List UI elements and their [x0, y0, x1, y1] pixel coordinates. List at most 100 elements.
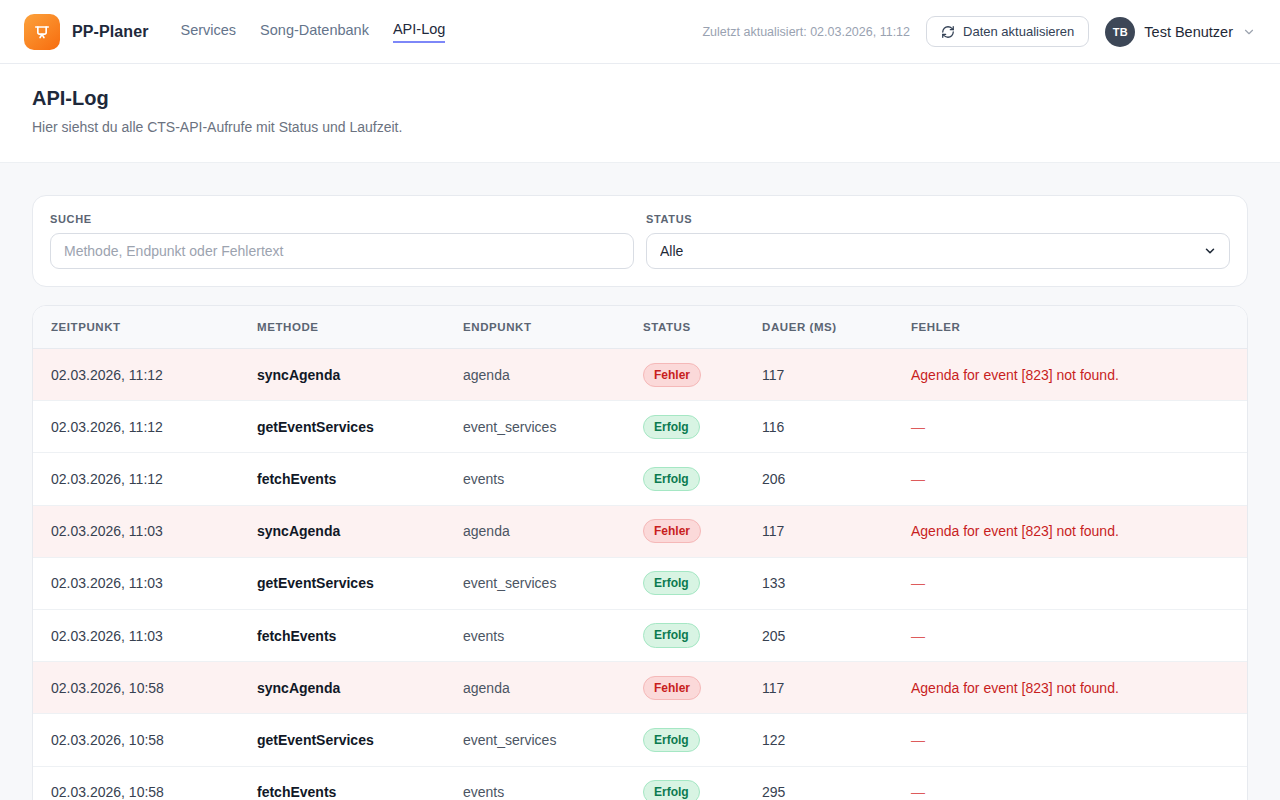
cell-zeitpunkt: 02.03.2026, 10:58 [33, 662, 241, 714]
cell-fehler: — [895, 766, 1247, 800]
cell-endpunkt: event_services [447, 557, 627, 609]
user-name: Test Benutzer [1144, 24, 1233, 40]
page-header: API-Log Hier siehst du alle CTS-API-Aufr… [0, 64, 1280, 163]
col-header-zeitpunkt: ZEITPUNKT [33, 306, 241, 349]
col-header-status: STATUS [627, 306, 746, 349]
cell-methode: getEventServices [241, 714, 447, 766]
filter-card: SUCHE STATUS Alle [32, 195, 1248, 287]
status-badge: Erfolg [643, 415, 700, 439]
table-row: 02.03.2026, 10:58 fetchEvents events Erf… [33, 766, 1247, 800]
status-badge: Erfolg [643, 571, 700, 595]
cell-dauer: 116 [746, 401, 895, 453]
cell-fehler: — [895, 453, 1247, 505]
cell-status: Erfolg [627, 714, 746, 766]
cell-methode: syncAgenda [241, 349, 447, 401]
cell-fehler: — [895, 714, 1247, 766]
cell-zeitpunkt: 02.03.2026, 11:12 [33, 349, 241, 401]
nav-item-api-log[interactable]: API-Log [393, 21, 445, 43]
top-navbar: PP-Planer Services Song-Datenbank API-Lo… [0, 0, 1280, 64]
brand-title: PP-Planer [72, 23, 149, 41]
status-badge: Fehler [643, 363, 701, 387]
cell-status: Erfolg [627, 401, 746, 453]
refresh-data-button[interactable]: Daten aktualisieren [926, 16, 1089, 47]
cell-status: Fehler [627, 505, 746, 557]
table-row: 02.03.2026, 11:03 fetchEvents events Erf… [33, 609, 1247, 661]
projector-screen-icon [32, 22, 52, 42]
cell-zeitpunkt: 02.03.2026, 11:03 [33, 609, 241, 661]
page-subtitle: Hier siehst du alle CTS-API-Aufrufe mit … [32, 119, 1248, 135]
cell-fehler: Agenda for event [823] not found. [895, 505, 1247, 557]
cell-endpunkt: agenda [447, 662, 627, 714]
table-row: 02.03.2026, 11:03 syncAgenda agenda Fehl… [33, 505, 1247, 557]
refresh-button-label: Daten aktualisieren [963, 24, 1074, 39]
status-field-group: STATUS Alle [646, 213, 1230, 269]
api-log-table-card: ZEITPUNKT METHODE ENDPUNKT STATUS DAUER … [32, 305, 1248, 800]
cell-endpunkt: agenda [447, 349, 627, 401]
cell-zeitpunkt: 02.03.2026, 11:12 [33, 401, 241, 453]
cell-dauer: 117 [746, 349, 895, 401]
table-row: 02.03.2026, 10:58 syncAgenda agenda Fehl… [33, 662, 1247, 714]
api-log-table: ZEITPUNKT METHODE ENDPUNKT STATUS DAUER … [33, 306, 1247, 800]
search-label: SUCHE [50, 213, 634, 225]
nav-item-song-datenbank[interactable]: Song-Datenbank [260, 22, 369, 42]
status-badge: Erfolg [643, 467, 700, 491]
avatar: TB [1105, 17, 1135, 47]
api-log-table-body: 02.03.2026, 11:12 syncAgenda agenda Fehl… [33, 349, 1247, 800]
main-content: SUCHE STATUS Alle [0, 163, 1280, 800]
cell-methode: fetchEvents [241, 453, 447, 505]
cell-dauer: 295 [746, 766, 895, 800]
cell-endpunkt: agenda [447, 505, 627, 557]
cell-fehler: Agenda for event [823] not found. [895, 662, 1247, 714]
cell-methode: syncAgenda [241, 662, 447, 714]
cell-status: Erfolg [627, 453, 746, 505]
cell-endpunkt: events [447, 766, 627, 800]
cell-dauer: 117 [746, 505, 895, 557]
user-menu[interactable]: TB Test Benutzer [1105, 17, 1256, 47]
cell-status: Erfolg [627, 609, 746, 661]
cell-dauer: 122 [746, 714, 895, 766]
cell-status: Fehler [627, 349, 746, 401]
col-header-methode: METHODE [241, 306, 447, 349]
cell-endpunkt: events [447, 453, 627, 505]
cell-endpunkt: event_services [447, 401, 627, 453]
col-header-fehler: FEHLER [895, 306, 1247, 349]
table-row: 02.03.2026, 11:12 syncAgenda agenda Fehl… [33, 349, 1247, 401]
cell-status: Fehler [627, 662, 746, 714]
table-row: 02.03.2026, 11:12 fetchEvents events Erf… [33, 453, 1247, 505]
col-header-endpunkt: ENDPUNKT [447, 306, 627, 349]
cell-methode: getEventServices [241, 557, 447, 609]
status-badge: Fehler [643, 676, 701, 700]
cell-endpunkt: events [447, 609, 627, 661]
status-select[interactable]: Alle [646, 233, 1230, 269]
cell-methode: syncAgenda [241, 505, 447, 557]
cell-zeitpunkt: 02.03.2026, 10:58 [33, 714, 241, 766]
cell-methode: getEventServices [241, 401, 447, 453]
cell-zeitpunkt: 02.03.2026, 11:03 [33, 557, 241, 609]
cell-dauer: 117 [746, 662, 895, 714]
app-logo [24, 14, 60, 50]
col-header-dauer: DAUER (MS) [746, 306, 895, 349]
cell-methode: fetchEvents [241, 766, 447, 800]
table-row: 02.03.2026, 10:58 getEventServices event… [33, 714, 1247, 766]
chevron-down-icon [1242, 25, 1256, 39]
table-row: 02.03.2026, 11:12 getEventServices event… [33, 401, 1247, 453]
cell-status: Erfolg [627, 557, 746, 609]
cell-zeitpunkt: 02.03.2026, 11:03 [33, 505, 241, 557]
status-badge: Fehler [643, 519, 701, 543]
cell-fehler: Agenda for event [823] not found. [895, 349, 1247, 401]
search-field-group: SUCHE [50, 213, 634, 269]
last-updated-text: Zuletzt aktualisiert: 02.03.2026, 11:12 [702, 25, 910, 39]
search-input[interactable] [50, 233, 634, 269]
nav-item-services[interactable]: Services [181, 22, 237, 42]
status-badge: Erfolg [643, 623, 700, 647]
cell-fehler: — [895, 557, 1247, 609]
cell-dauer: 205 [746, 609, 895, 661]
cell-zeitpunkt: 02.03.2026, 10:58 [33, 766, 241, 800]
cell-fehler: — [895, 609, 1247, 661]
status-badge: Erfolg [643, 780, 700, 800]
status-label: STATUS [646, 213, 1230, 225]
cell-endpunkt: event_services [447, 714, 627, 766]
navbar-right: Zuletzt aktualisiert: 02.03.2026, 11:12 … [702, 16, 1256, 47]
table-header-row: ZEITPUNKT METHODE ENDPUNKT STATUS DAUER … [33, 306, 1247, 349]
page-title: API-Log [32, 87, 1248, 110]
